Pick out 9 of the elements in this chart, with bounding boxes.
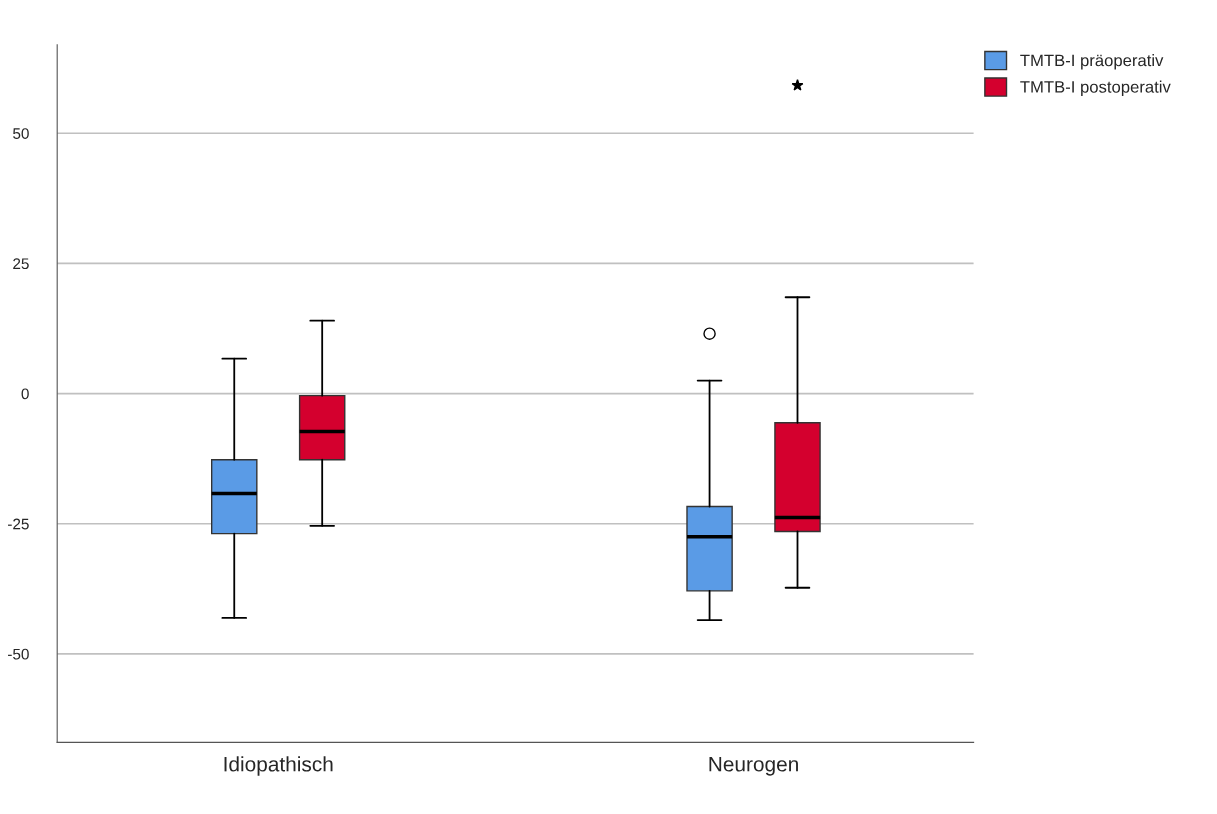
legend-label: TMTB-I präoperativ <box>1020 54 1164 70</box>
y-tick-label: -25 <box>8 518 29 530</box>
legend-label: TMTB-I postoperativ <box>1020 80 1171 97</box>
y-tick-label: -50 <box>8 648 29 660</box>
y-tick-label: 0 <box>21 388 29 400</box>
y-tick-label: 50 <box>13 128 29 139</box>
y-tick-label: 25 <box>13 258 29 270</box>
x-tick-label: Neurogen <box>709 757 798 776</box>
x-tick-label: Idiopathisch <box>224 756 333 776</box>
